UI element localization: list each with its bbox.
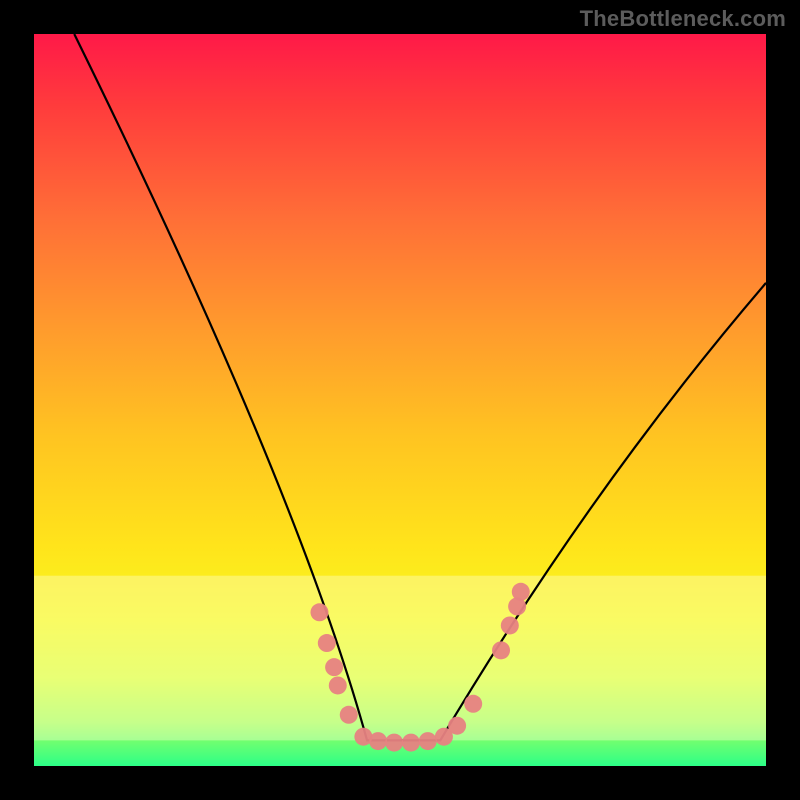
curve-marker [340, 706, 358, 724]
curve-marker [325, 658, 343, 676]
watermark-text: TheBottleneck.com [580, 6, 786, 32]
curve-marker [402, 734, 420, 752]
curve-marker [501, 616, 519, 634]
curve-marker [369, 732, 387, 750]
curve-marker [512, 583, 530, 601]
curve-marker [385, 734, 403, 752]
curve-marker [448, 717, 466, 735]
curve-marker [419, 732, 437, 750]
chart-container: TheBottleneck.com [0, 0, 800, 800]
curve-marker [318, 634, 336, 652]
curve-marker [329, 676, 347, 694]
curve-marker [464, 695, 482, 713]
curve-marker [492, 641, 510, 659]
curve-marker [310, 603, 328, 621]
chart-svg [0, 0, 800, 800]
